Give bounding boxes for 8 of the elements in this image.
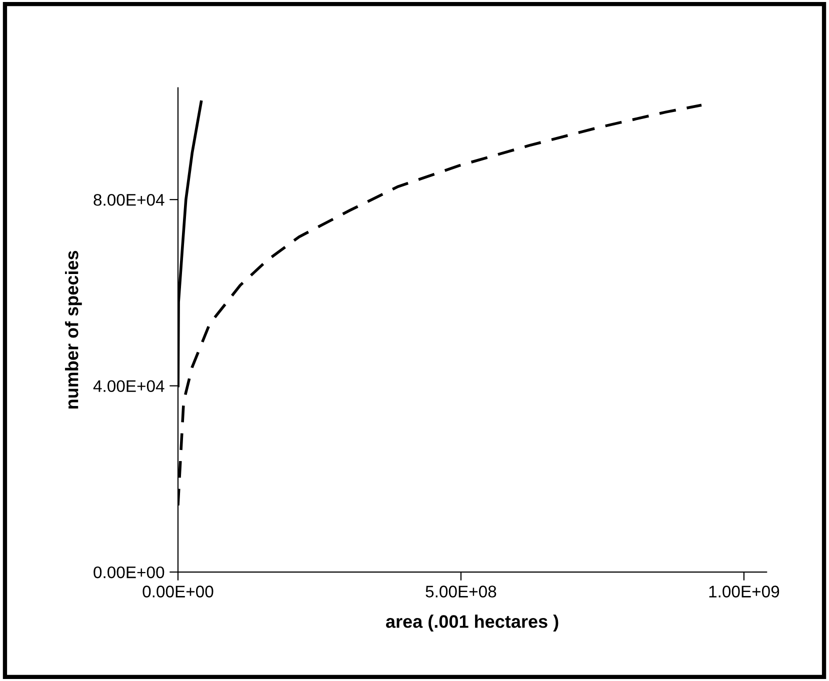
y-axis-title: number of species: [65, 250, 82, 409]
x-tick-label: 5.00E+08: [426, 586, 496, 598]
x-tick-label: 1.00E+09: [709, 586, 780, 598]
x-axis-title: area (.001 hectares ): [386, 614, 558, 632]
y-tick-label: 4.00E+04: [93, 380, 164, 392]
y-tick-label: 8.00E+04: [94, 194, 164, 206]
x-tick-label: 0.00E+00: [142, 586, 214, 598]
y-tick-label: 0.00E+00: [94, 566, 164, 578]
